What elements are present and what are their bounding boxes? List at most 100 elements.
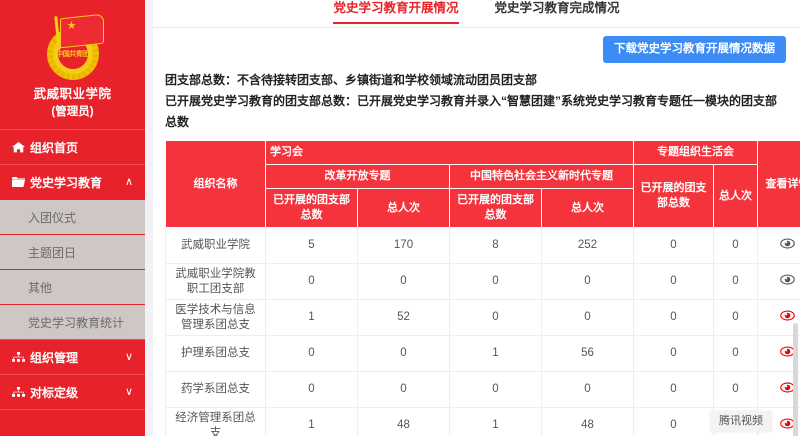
table-container: 组织名称 学习会 专题组织生活会 查看详情 改革开放专题 中国特色社会主义新时代… bbox=[153, 133, 800, 436]
sidebar-item-org-management[interactable]: 组织管理 ∨ bbox=[0, 339, 145, 374]
table-row: 武威职业学院 5 170 8 252 0 0 bbox=[165, 227, 800, 264]
cell-c5: 0 bbox=[633, 299, 714, 336]
sidebar-item-label-org-management: 组织管理 bbox=[30, 350, 79, 365]
cell-c2: 48 bbox=[357, 407, 450, 436]
sidebar-item-partial[interactable] bbox=[0, 409, 145, 436]
th-reform-branches: 已开展的团支部总数 bbox=[265, 188, 358, 228]
sidebar-subitem-label-theme-day: 主题团日 bbox=[28, 245, 77, 260]
cell-c2: 170 bbox=[357, 227, 450, 264]
cell-c4: 48 bbox=[541, 407, 634, 436]
sidebar-nav: 组织首页 党史学习教育 ∧ 入团仪式 主题团日 其他 bbox=[0, 129, 145, 436]
table-header-row-1: 组织名称 学习会 专题组织生活会 查看详情 bbox=[165, 140, 800, 228]
cell-c2: 0 bbox=[357, 263, 450, 300]
sidebar-subitem-join-ceremony[interactable]: 入团仪式 bbox=[0, 199, 145, 234]
table-header-row-3: 已开展的团支部总数 总人次 已开展的团支部总数 总人次 bbox=[166, 188, 800, 228]
cell-c3: 0 bbox=[449, 263, 542, 300]
cell-c3: 8 bbox=[449, 227, 542, 264]
sidebar-item-label-benchmark-grading: 对标定级 bbox=[30, 385, 79, 400]
cell-org-name: 经济管理系团总支 bbox=[165, 407, 266, 436]
cell-c4: 252 bbox=[541, 227, 634, 264]
th-study-meeting: 学习会 bbox=[265, 140, 634, 165]
cell-org-name: 药学系团总支 bbox=[165, 371, 266, 408]
sidebar-role-label: (管理员) bbox=[51, 106, 94, 118]
th-new-era-socialism-topic: 中国特色社会主义新时代专题 bbox=[449, 164, 634, 189]
cell-c6: 0 bbox=[713, 335, 758, 372]
th-view-detail: 查看详情 bbox=[757, 140, 800, 228]
chevron-up-icon: ∧ bbox=[124, 175, 133, 188]
tab-label-party-history-completion: 党史学习教育完成情况 bbox=[494, 1, 620, 15]
cell-c3: 1 bbox=[449, 407, 542, 436]
cell-c1: 0 bbox=[265, 371, 358, 408]
table-header-row-2: 改革开放专题 中国特色社会主义新时代专题 已开展的团支部总数 总人次 bbox=[166, 164, 800, 228]
download-progress-data-button[interactable]: 下载党史学习教育开展情况数据 bbox=[603, 35, 786, 63]
cell-org-name: 护理系团总支 bbox=[165, 335, 266, 372]
table-row: 护理系团总支 0 0 1 56 0 0 bbox=[165, 335, 800, 372]
communist-youth-league-emblem-icon: 中国共青团 ★ bbox=[34, 13, 112, 80]
cell-c2: 0 bbox=[357, 335, 450, 372]
emblem-ring-label: 中国共青团 bbox=[56, 51, 89, 58]
sidebar-item-benchmark-grading[interactable]: 对标定级 ∨ bbox=[0, 374, 145, 409]
tencent-video-watermark: 腾讯视频 bbox=[710, 411, 772, 432]
sidebar-subitem-theme-day[interactable]: 主题团日 bbox=[0, 234, 145, 269]
cell-c1: 1 bbox=[265, 299, 358, 336]
cell-c5: 0 bbox=[633, 335, 714, 372]
table-body: 武威职业学院 5 170 8 252 0 0 武威职业学院教职工团支部 0 0 0 0 0 0 医学技术与信… bbox=[165, 227, 800, 436]
tab-party-history-completion[interactable]: 党史学习教育完成情况 bbox=[495, 0, 620, 23]
table-row: 经济管理系团总支14814800 bbox=[165, 407, 800, 436]
cell-c4: 56 bbox=[541, 335, 634, 372]
th-life-meeting-people: 总人次 bbox=[713, 164, 758, 228]
sidebar-item-org-home[interactable]: 组织首页 bbox=[0, 129, 145, 164]
party-history-progress-table: 组织名称 学习会 专题组织生活会 查看详情 改革开放专题 中国特色社会主义新时代… bbox=[165, 140, 800, 436]
th-reform-opening-topic: 改革开放专题 bbox=[265, 164, 450, 189]
tab-bar: 党史学习教育开展情况 党史学习教育完成情况 bbox=[153, 0, 800, 28]
view-detail-eye-icon[interactable] bbox=[780, 309, 795, 321]
sidebar-item-label-party-history-edu: 党史学习教育 bbox=[30, 175, 103, 190]
cell-view-detail[interactable] bbox=[757, 299, 800, 336]
cell-c6: 0 bbox=[713, 263, 758, 300]
sidebar-subitem-statistics[interactable]: 党史学习教育统计 bbox=[0, 304, 145, 339]
sitemap-icon bbox=[12, 387, 27, 397]
cell-c1: 0 bbox=[265, 263, 358, 300]
cell-c4: 0 bbox=[541, 299, 634, 336]
sitemap-icon bbox=[12, 352, 27, 362]
sidebar: 中国共青团 ★ 武威职业学院 (管理员) 组织首页 党史学习教育 ∧ bbox=[0, 0, 145, 436]
cell-c5: 0 bbox=[633, 263, 714, 300]
cell-c3: 0 bbox=[449, 371, 542, 408]
cell-view-detail[interactable] bbox=[757, 227, 800, 264]
note-conducted-total: 已开展党史学习教育的团支部总数：已开展党史学习教育并录入“智慧团建”系统党史学习… bbox=[165, 94, 778, 129]
chevron-down-icon: ∨ bbox=[124, 350, 133, 363]
cell-c1: 0 bbox=[265, 335, 358, 372]
cell-view-detail[interactable] bbox=[757, 371, 800, 408]
notes-block: 团支部总数：不含待接转团支部、乡镇街道和学校领域流动团员团支部 已开展党史学习教… bbox=[153, 70, 800, 133]
sidebar-item-party-history-edu[interactable]: 党史学习教育 ∧ bbox=[0, 164, 145, 199]
th-reform-people: 总人次 bbox=[357, 188, 450, 228]
chevron-down-icon: ∨ bbox=[124, 385, 133, 398]
cell-c6: 0 bbox=[713, 371, 758, 408]
tab-party-history-progress[interactable]: 党史学习教育开展情况 bbox=[333, 0, 459, 24]
cell-view-detail[interactable] bbox=[757, 263, 800, 300]
th-topic-life-meeting: 专题组织生活会 bbox=[633, 140, 758, 165]
table-row: 医学技术与信息管理系团总支 1 52 0 0 0 0 bbox=[165, 299, 800, 336]
cell-org-name: 武威职业学院教职工团支部 bbox=[165, 263, 266, 300]
cell-c5: 0 bbox=[633, 407, 714, 436]
sidebar-org-name: 武威职业学院 bbox=[33, 87, 112, 101]
cell-c1: 1 bbox=[265, 407, 358, 436]
table-head: 组织名称 学习会 专题组织生活会 查看详情 改革开放专题 中国特色社会主义新时代… bbox=[165, 140, 800, 228]
sidebar-subitem-other[interactable]: 其他 bbox=[0, 269, 145, 304]
sidebar-subitem-label-other: 其他 bbox=[28, 280, 53, 295]
cell-c4: 0 bbox=[541, 371, 634, 408]
view-detail-eye-icon[interactable] bbox=[780, 273, 795, 285]
th-newera-people: 总人次 bbox=[541, 188, 634, 228]
table-vertical-scrollbar[interactable] bbox=[793, 323, 798, 436]
cell-c4: 0 bbox=[541, 263, 634, 300]
cell-c5: 0 bbox=[633, 227, 714, 264]
note-branch-total: 团支部总数：不含待接转团支部、乡镇街道和学校领域流动团员团支部 bbox=[165, 73, 538, 87]
cell-c1: 5 bbox=[265, 227, 358, 264]
cell-org-name: 医学技术与信息管理系团总支 bbox=[165, 299, 266, 336]
cell-c3: 0 bbox=[449, 299, 542, 336]
view-detail-eye-icon[interactable] bbox=[780, 237, 795, 249]
toolbar: 下载党史学习教育开展情况数据 bbox=[153, 28, 800, 70]
cell-view-detail[interactable] bbox=[757, 335, 800, 372]
flag-folder-icon bbox=[12, 177, 27, 187]
